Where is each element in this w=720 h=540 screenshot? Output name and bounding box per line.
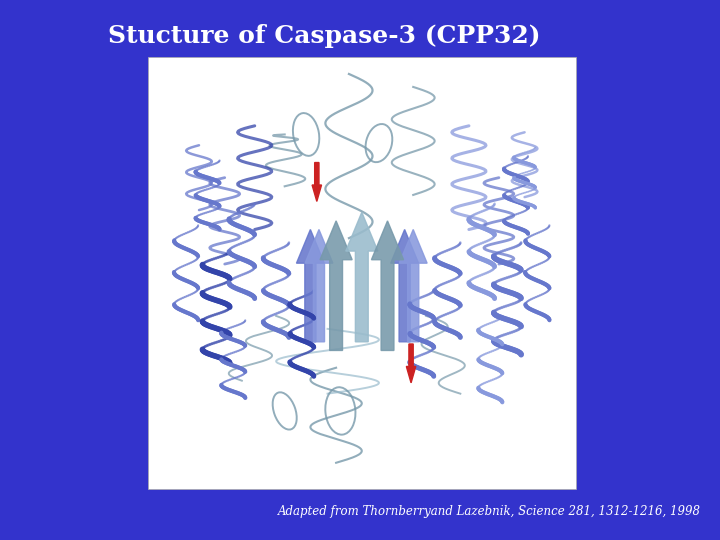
FancyArrow shape xyxy=(312,163,322,201)
FancyArrow shape xyxy=(391,230,418,342)
Text: Stucture of Caspase-3 (CPP32): Stucture of Caspase-3 (CPP32) xyxy=(108,24,541,48)
FancyBboxPatch shape xyxy=(148,57,576,489)
FancyArrow shape xyxy=(305,230,333,342)
FancyArrow shape xyxy=(406,344,415,383)
FancyArrow shape xyxy=(320,221,352,350)
Text: Adapted from Thornberryand Lazebnik, Science 281, 1312-1216, 1998: Adapted from Thornberryand Lazebnik, Sci… xyxy=(278,505,701,518)
FancyArrow shape xyxy=(297,230,324,342)
FancyArrow shape xyxy=(346,212,378,342)
FancyArrow shape xyxy=(372,221,404,350)
FancyArrow shape xyxy=(400,230,427,342)
